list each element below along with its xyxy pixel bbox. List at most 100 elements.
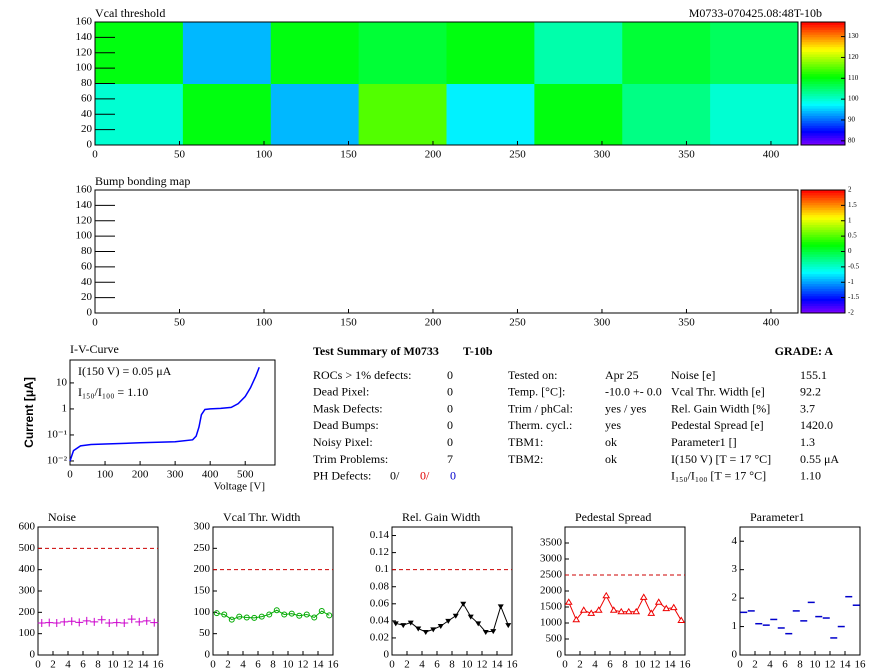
marker	[467, 614, 474, 620]
colorbar-band	[801, 207, 845, 211]
colorbar-band	[801, 115, 845, 119]
module-type: T-10b	[463, 344, 493, 358]
marker	[392, 621, 399, 627]
colorbar-band	[801, 278, 845, 282]
colorbar-band	[801, 261, 845, 265]
summary-value: 1420.0	[800, 418, 833, 432]
y-tick-label: 500	[546, 633, 563, 645]
colorbar-band	[801, 110, 845, 114]
x-tick-label: 8	[270, 659, 276, 671]
colorbar-band	[801, 85, 845, 89]
y-tick-label: 160	[76, 184, 93, 196]
marker	[647, 609, 656, 616]
x-tick-label: 0	[35, 659, 41, 671]
x-tick-label: 6	[782, 659, 788, 671]
summary-value: ok	[605, 452, 617, 466]
colorbar-band	[801, 61, 845, 65]
summary-label: TBM1:	[508, 435, 543, 449]
colorbar-band	[801, 98, 845, 102]
summary-value: 155.1	[800, 368, 827, 382]
x-tick-label: 4	[240, 659, 246, 671]
colorbar-band	[801, 283, 845, 287]
colorbar-band	[801, 41, 845, 45]
colorbar-band	[801, 276, 845, 280]
y-tick-label: 0	[557, 649, 563, 661]
colorbar-band	[801, 231, 845, 235]
marker	[127, 615, 136, 624]
colorbar-band	[801, 305, 845, 309]
colorbar-band	[801, 34, 845, 38]
x-tick-label: 14	[313, 659, 325, 671]
chart-subtitle: M0733-070425.08:48T-10b	[689, 6, 822, 20]
colorbar-band	[801, 93, 845, 97]
marker	[45, 618, 54, 627]
colorbar-band	[801, 221, 845, 225]
y-tick-label: 500	[19, 542, 36, 554]
marker	[490, 629, 497, 635]
y-tick-label: 0.06	[370, 597, 390, 609]
plot-frame	[564, 526, 686, 656]
colorbar-band	[801, 49, 845, 53]
marker	[67, 617, 76, 626]
y-tick-label: 120	[76, 214, 93, 226]
y-tick-label: 60	[81, 92, 93, 104]
summary-value: 0.55 μA	[800, 452, 839, 466]
colorbar-band	[801, 263, 845, 267]
chart-title: Noise	[48, 510, 76, 524]
marker	[587, 609, 596, 616]
colorbar-label: 80	[848, 136, 856, 144]
y-tick-label: 150	[194, 585, 211, 597]
x-tick-label: 2	[225, 659, 231, 671]
marker	[303, 611, 310, 618]
marker	[572, 615, 581, 623]
heatmap-cell	[270, 22, 360, 84]
colorbar-band	[801, 108, 845, 112]
x-tick-label: 10	[283, 659, 295, 671]
colorbar-band	[801, 137, 845, 141]
colorbar-band	[801, 241, 845, 245]
x-tick-label: 2	[50, 659, 56, 671]
y-tick-label: 60	[81, 260, 93, 272]
x-tick-label: 4	[592, 659, 598, 671]
colorbar-band	[801, 113, 845, 116]
summary-value: 1.10	[800, 469, 821, 483]
summary-value: Apr 25	[605, 368, 639, 382]
marker	[594, 606, 603, 613]
heatmap-cell	[534, 83, 623, 146]
y-tick-label: 0	[30, 649, 36, 661]
colorbar-band	[801, 142, 845, 146]
iv-curve	[69, 366, 260, 462]
colorbar-band	[801, 24, 845, 28]
x-tick-label: 100	[256, 149, 273, 161]
y-tick-label: 10⁻²	[47, 455, 68, 467]
marker	[407, 620, 414, 626]
summary-label: ROCs > 1% defects:	[313, 368, 411, 382]
y-tick-label: 0	[87, 139, 93, 151]
colorbar-band	[801, 229, 845, 233]
ph-defect-count: 0/	[420, 469, 430, 483]
marker	[430, 627, 437, 633]
x-tick-label: 16	[328, 659, 340, 671]
x-tick-label: 0	[92, 149, 98, 161]
x-tick-label: 10	[635, 659, 647, 671]
y-tick-label: 10⁻¹	[47, 428, 67, 440]
x-tick-label: 400	[763, 317, 780, 329]
heatmap-cell	[446, 83, 535, 146]
x-tick-label: 4	[767, 659, 773, 671]
summary-value: 0	[447, 418, 453, 432]
marker	[150, 618, 159, 627]
marker	[105, 619, 114, 627]
y-tick-label: 1	[732, 620, 738, 632]
summary-value: 1.3	[800, 435, 815, 449]
y-tick-label: 4	[732, 535, 738, 547]
ph-defect-count: 0	[450, 469, 456, 483]
marker	[213, 610, 220, 617]
annotation: I₁₅₀/I₁₀₀ = 1.10	[78, 385, 148, 399]
colorbar-band	[801, 298, 845, 302]
plot-frame	[94, 189, 799, 314]
marker	[318, 608, 325, 615]
colorbar-band	[801, 83, 845, 87]
summary-value: ok	[605, 435, 617, 449]
marker	[437, 623, 444, 629]
colorbar-band	[801, 285, 845, 289]
